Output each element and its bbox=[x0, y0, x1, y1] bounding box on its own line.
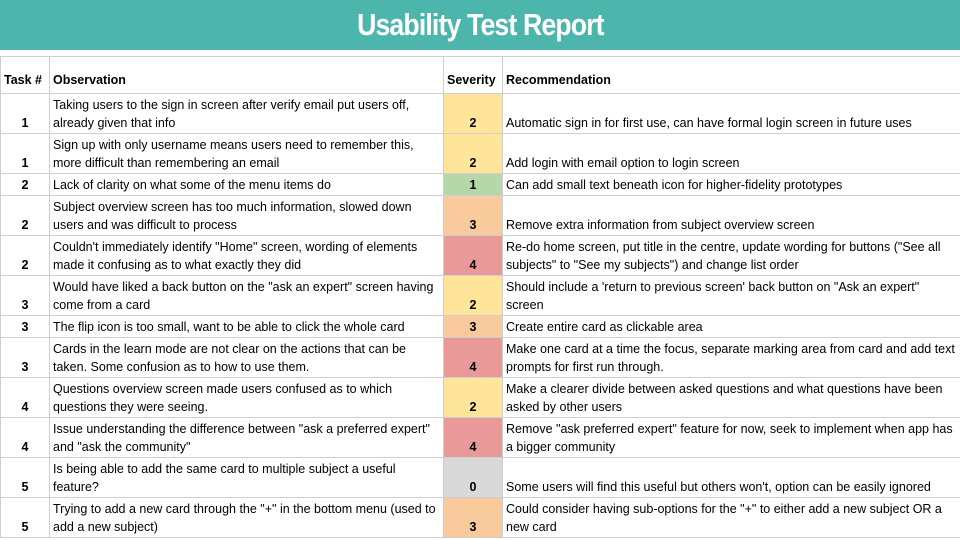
severity-cell: 2 bbox=[443, 93, 503, 134]
recommendation-cell: Add login with email option to login scr… bbox=[502, 133, 960, 174]
recommendation-cell: Re-do home screen, put title in the cent… bbox=[502, 235, 960, 276]
recommendation-cell: Remove extra information from subject ov… bbox=[502, 195, 960, 236]
table-body: 1 Taking users to the sign in screen afte… bbox=[0, 93, 960, 538]
table-row: 2 Subject overview screen has too much in… bbox=[0, 195, 960, 236]
task-cell: 1 bbox=[0, 93, 50, 134]
table-row: 5 Trying to add a new card through the "+… bbox=[0, 497, 960, 538]
severity-cell: 3 bbox=[443, 315, 503, 338]
recommendation-cell: Can add small text beneath icon for high… bbox=[502, 173, 960, 196]
report-header: Usability Test Report bbox=[0, 0, 960, 50]
observation-cell: Taking users to the sign in screen after… bbox=[49, 93, 444, 134]
task-cell: 3 bbox=[0, 315, 50, 338]
recommendation-cell: Automatic sign in for first use, can hav… bbox=[502, 93, 960, 134]
table-row: 2 Lack of clarity on what some of the men… bbox=[0, 173, 960, 196]
column-header-task: Task # bbox=[0, 56, 50, 94]
table-row: 3 Would have liked a back button on the "… bbox=[0, 275, 960, 316]
table-row: 1 Sign up with only username means users … bbox=[0, 133, 960, 174]
observation-cell: Would have liked a back button on the "a… bbox=[49, 275, 444, 316]
table-row: 1 Taking users to the sign in screen afte… bbox=[0, 93, 960, 134]
task-cell: 5 bbox=[0, 497, 50, 538]
table-row: 4 Issue understanding the difference betw… bbox=[0, 417, 960, 458]
observation-cell: Cards in the learn mode are not clear on… bbox=[49, 337, 444, 378]
usability-table: Task # Observation Severity Recommendati… bbox=[0, 56, 960, 538]
severity-cell: 2 bbox=[443, 377, 503, 418]
severity-cell: 2 bbox=[443, 275, 503, 316]
observation-cell: The flip icon is too small, want to be a… bbox=[49, 315, 444, 338]
observation-cell: Questions overview screen made users con… bbox=[49, 377, 444, 418]
severity-cell: 4 bbox=[443, 235, 503, 276]
table-row: 3 The flip icon is too small, want to be … bbox=[0, 315, 960, 338]
severity-cell: 0 bbox=[443, 457, 503, 498]
observation-cell: Is being able to add the same card to mu… bbox=[49, 457, 444, 498]
severity-cell: 3 bbox=[443, 497, 503, 538]
column-header-recommendation: Recommendation bbox=[502, 56, 960, 94]
recommendation-cell: Some users will find this useful but oth… bbox=[502, 457, 960, 498]
column-header-observation: Observation bbox=[49, 56, 444, 94]
severity-cell: 4 bbox=[443, 337, 503, 378]
task-cell: 2 bbox=[0, 173, 50, 196]
task-cell: 2 bbox=[0, 235, 50, 276]
recommendation-cell: Should include a 'return to previous scr… bbox=[502, 275, 960, 316]
severity-cell: 2 bbox=[443, 133, 503, 174]
observation-cell: Trying to add a new card through the "+"… bbox=[49, 497, 444, 538]
table-row: 4 Questions overview screen made users co… bbox=[0, 377, 960, 418]
task-cell: 4 bbox=[0, 417, 50, 458]
severity-cell: 3 bbox=[443, 195, 503, 236]
task-cell: 2 bbox=[0, 195, 50, 236]
task-cell: 5 bbox=[0, 457, 50, 498]
task-cell: 3 bbox=[0, 275, 50, 316]
observation-cell: Issue understanding the difference betwe… bbox=[49, 417, 444, 458]
table-header-row: Task # Observation Severity Recommendati… bbox=[0, 56, 960, 94]
task-cell: 1 bbox=[0, 133, 50, 174]
column-header-severity: Severity bbox=[443, 56, 503, 94]
recommendation-cell: Create entire card as clickable area bbox=[502, 315, 960, 338]
severity-cell: 1 bbox=[443, 173, 503, 196]
observation-cell: Sign up with only username means users n… bbox=[49, 133, 444, 174]
table-row: 5 Is being able to add the same card to m… bbox=[0, 457, 960, 498]
recommendation-cell: Make one card at a time the focus, separ… bbox=[502, 337, 960, 378]
recommendation-cell: Remove "ask preferred expert" feature fo… bbox=[502, 417, 960, 458]
page-title: Usability Test Report bbox=[356, 7, 604, 42]
observation-cell: Subject overview screen has too much inf… bbox=[49, 195, 444, 236]
table-row: 2 Couldn't immediately identify "Home" sc… bbox=[0, 235, 960, 276]
severity-cell: 4 bbox=[443, 417, 503, 458]
recommendation-cell: Make a clearer divide between asked ques… bbox=[502, 377, 960, 418]
observation-cell: Lack of clarity on what some of the menu… bbox=[49, 173, 444, 196]
task-cell: 4 bbox=[0, 377, 50, 418]
recommendation-cell: Could consider having sub-options for th… bbox=[502, 497, 960, 538]
observation-cell: Couldn't immediately identify "Home" scr… bbox=[49, 235, 444, 276]
task-cell: 3 bbox=[0, 337, 50, 378]
table-row: 3 Cards in the learn mode are not clear o… bbox=[0, 337, 960, 378]
